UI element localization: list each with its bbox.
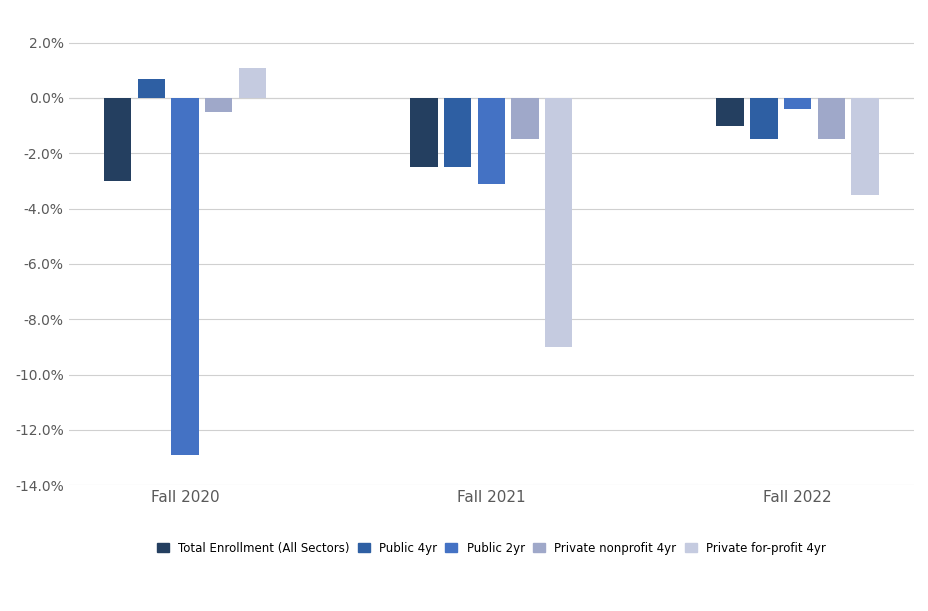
Bar xyxy=(850,98,878,195)
Bar xyxy=(715,98,743,126)
Bar xyxy=(510,98,538,139)
Bar xyxy=(749,98,777,139)
Bar xyxy=(205,98,232,112)
Bar xyxy=(783,98,810,109)
Bar xyxy=(409,98,437,167)
Bar xyxy=(104,98,131,181)
Legend: Total Enrollment (All Sectors), Public 4yr, Public 2yr, Private nonprofit 4yr, P: Total Enrollment (All Sectors), Public 4… xyxy=(152,537,830,559)
Bar xyxy=(238,68,266,98)
Bar xyxy=(444,98,470,167)
Bar xyxy=(477,98,505,184)
Bar xyxy=(171,98,199,455)
Bar xyxy=(137,79,165,98)
Bar xyxy=(817,98,844,139)
Bar xyxy=(545,98,572,347)
